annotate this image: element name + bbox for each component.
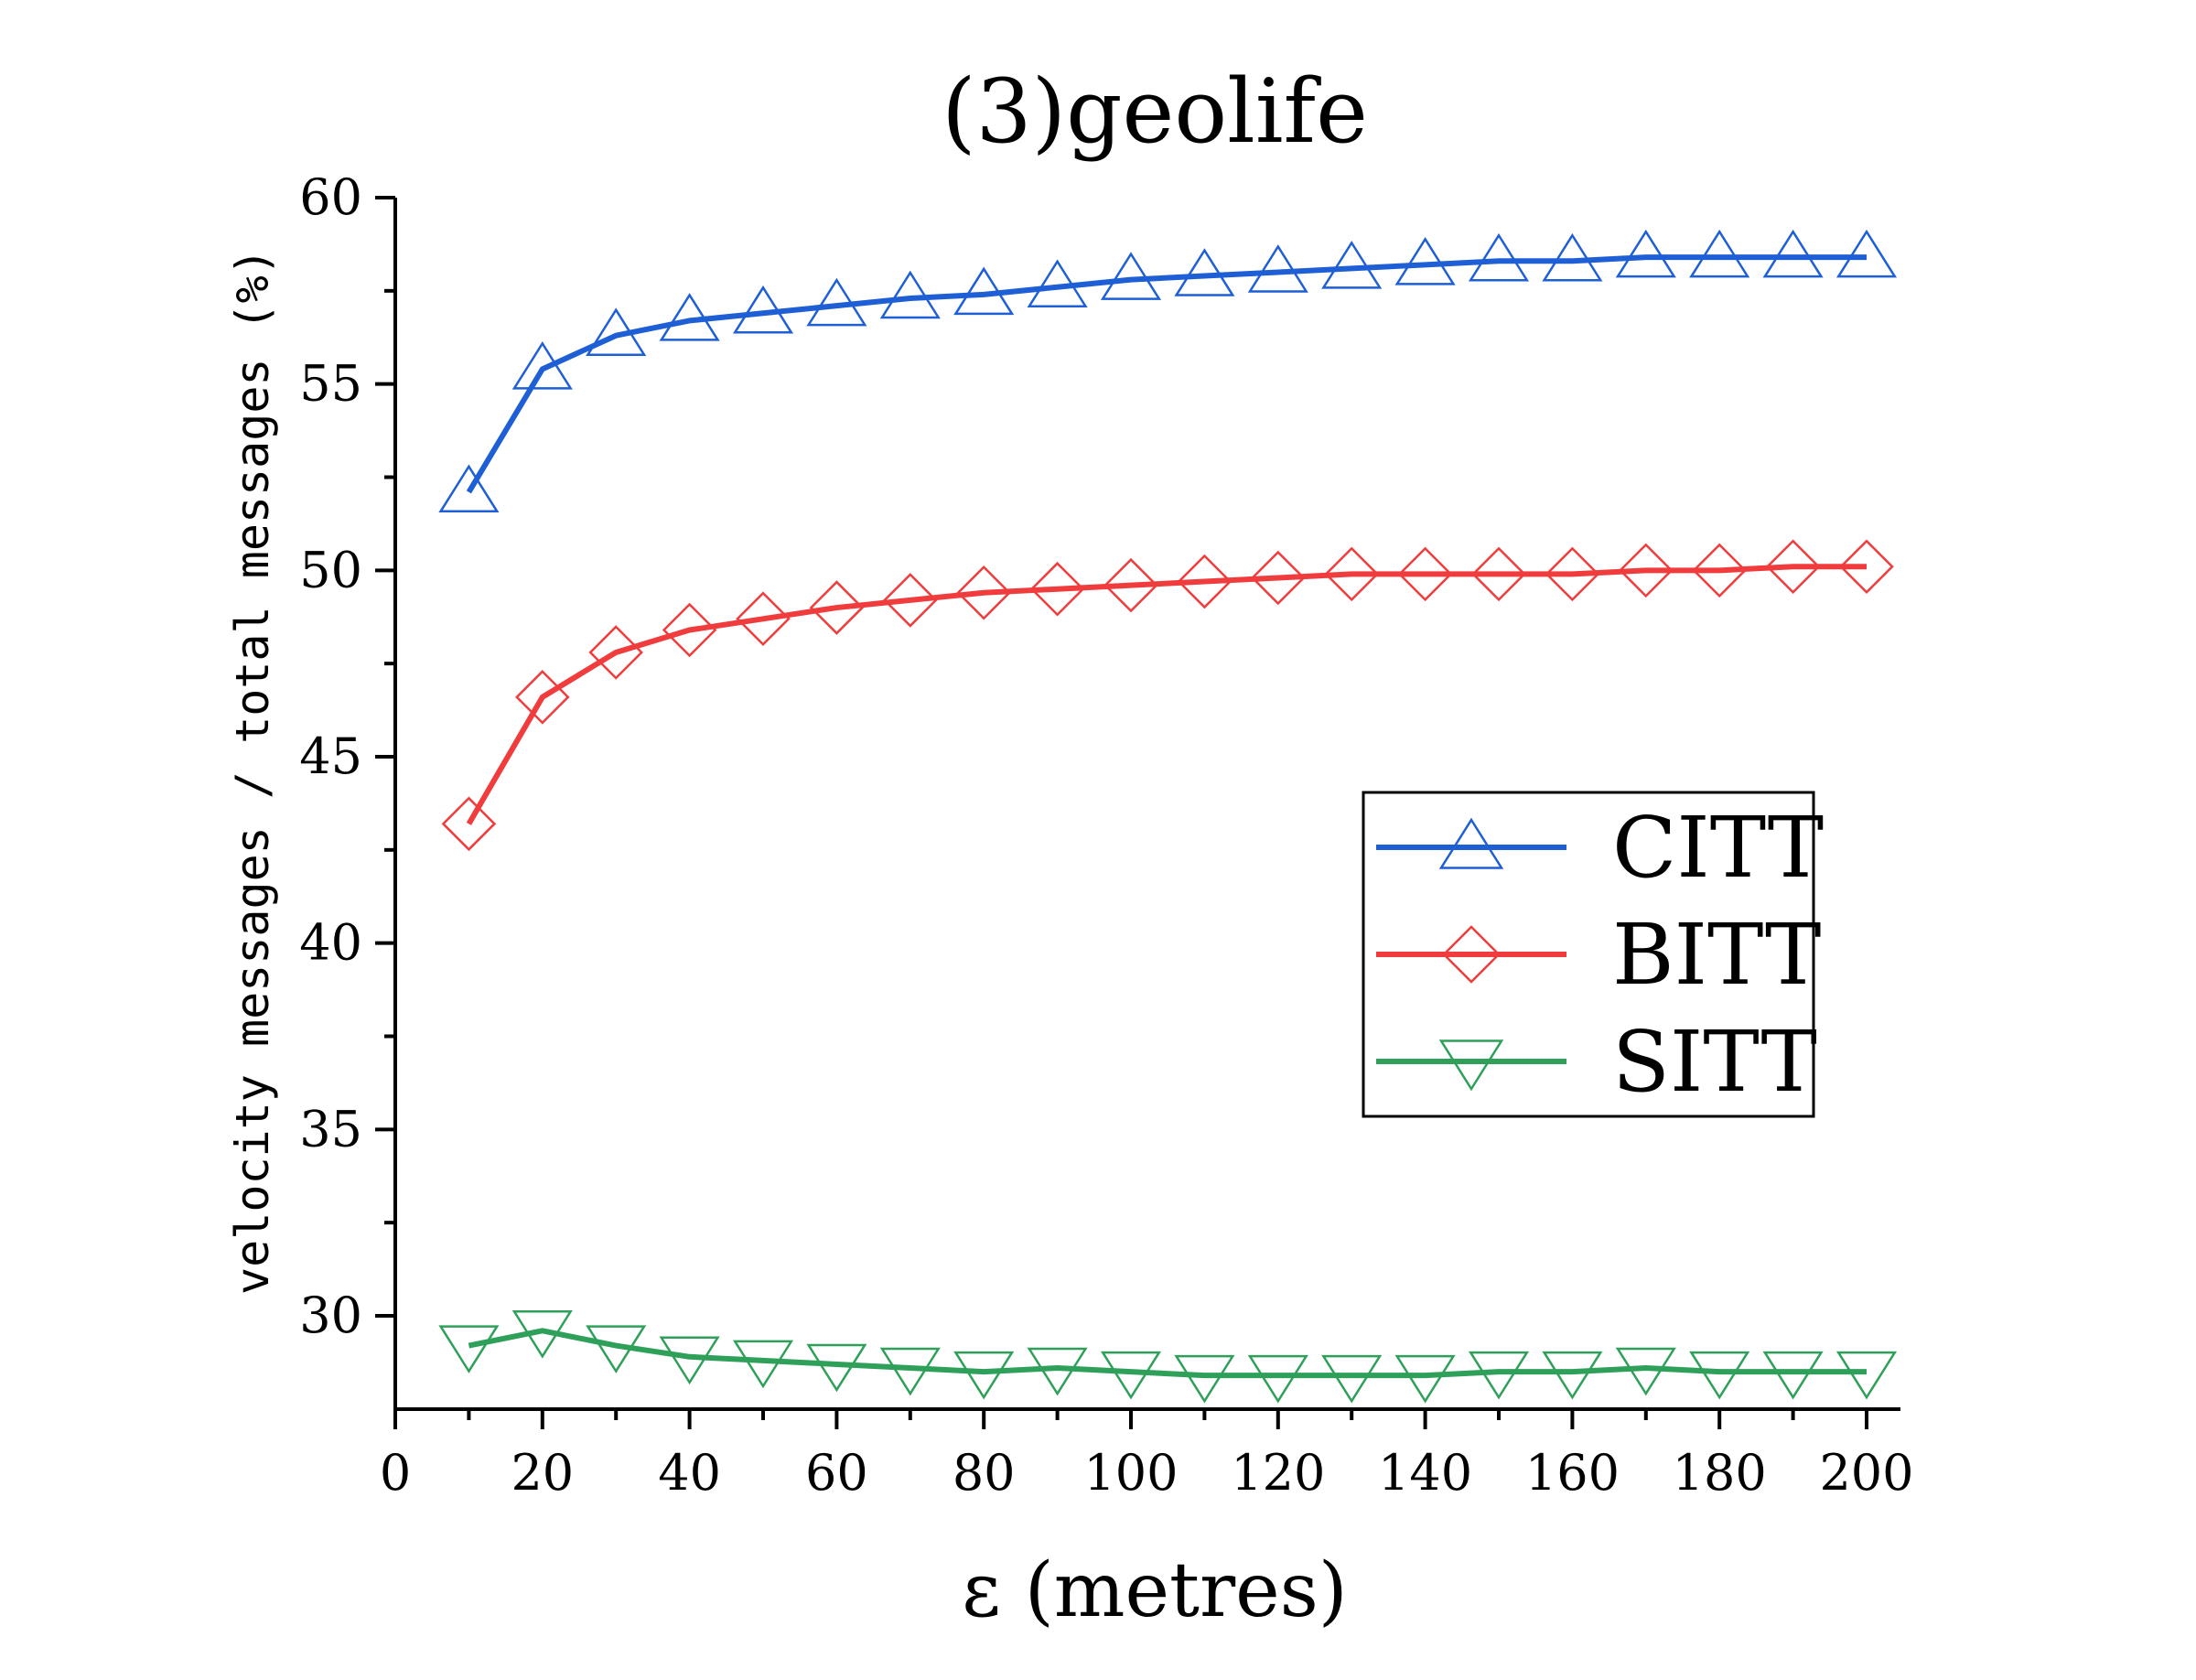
- data-point-sitt: [1394, 1354, 1456, 1404]
- data-point-citt: [1174, 248, 1235, 296]
- axes: 0 20 40 60 80 100 120 140 160 180 200 30 35 40 45 50 55 6…: [299, 168, 1913, 1502]
- data-point-sitt: [1835, 1351, 1898, 1400]
- x-tick-label: 0: [380, 1444, 411, 1502]
- plot-area: [438, 229, 1898, 1404]
- data-point-bitt: [1471, 546, 1526, 602]
- data-point-bitt: [1324, 546, 1379, 602]
- x-tick-label: 20: [511, 1444, 574, 1502]
- data-point-citt: [953, 266, 1015, 316]
- data-point-citt: [1321, 241, 1383, 289]
- data-point-citt: [732, 285, 794, 334]
- x-tick-label: 140: [1378, 1444, 1472, 1502]
- x-axis-label: ε (metres): [962, 1547, 1348, 1634]
- y-tick-label: 55: [299, 355, 362, 413]
- data-point-sitt: [806, 1343, 867, 1393]
- data-point-sitt: [879, 1347, 941, 1396]
- data-point-sitt: [953, 1351, 1015, 1400]
- x-tick-label: 40: [658, 1444, 721, 1502]
- data-point-bitt: [588, 625, 643, 680]
- data-point-bitt: [1103, 557, 1158, 613]
- x-tick-label: 80: [953, 1444, 1016, 1502]
- x-tick-label: 60: [805, 1444, 868, 1502]
- chart-title: (3)geolife: [942, 60, 1368, 163]
- data-point-sitt: [1468, 1351, 1530, 1400]
- data-point-sitt: [1542, 1351, 1603, 1400]
- data-point-bitt: [736, 591, 791, 647]
- legend-marker-citt: [1438, 817, 1504, 869]
- data-point-citt: [1615, 229, 1676, 278]
- data-point-sitt: [1247, 1354, 1308, 1404]
- data-point-citt: [1394, 236, 1456, 285]
- data-point-bitt: [883, 573, 938, 628]
- data-point-sitt: [1174, 1354, 1235, 1404]
- data-point-bitt: [1251, 550, 1306, 606]
- data-point-citt: [806, 277, 867, 327]
- data-point-bitt: [956, 565, 1011, 620]
- x-tick-label: 160: [1525, 1444, 1620, 1502]
- data-point-bitt: [1765, 539, 1821, 595]
- data-point-citt: [1247, 244, 1308, 293]
- legend-label-sitt: SITT: [1612, 1013, 1817, 1111]
- data-point-sitt: [586, 1325, 647, 1373]
- series-line-citt: [466, 254, 1867, 494]
- legend-label-citt: CITT: [1612, 799, 1824, 897]
- data-point-sitt: [1615, 1347, 1676, 1396]
- data-point-bitt: [1397, 546, 1453, 602]
- data-point-sitt: [1100, 1351, 1162, 1400]
- data-point-bitt: [1839, 539, 1894, 595]
- x-tick-label: 100: [1083, 1444, 1178, 1502]
- data-point-sitt: [732, 1340, 794, 1389]
- data-point-citt: [511, 341, 573, 390]
- legend-label-bitt: BITT: [1612, 906, 1821, 1004]
- data-point-sitt: [1027, 1347, 1088, 1396]
- data-point-citt: [1689, 229, 1750, 278]
- data-point-bitt: [515, 670, 570, 725]
- data-point-citt: [1835, 229, 1898, 278]
- data-point-bitt: [1029, 561, 1085, 617]
- data-point-sitt: [1321, 1354, 1383, 1404]
- y-axis-label: velocity messages / total messages (%): [226, 248, 279, 1295]
- data-point-citt: [586, 307, 647, 356]
- legend-marker-sitt: [1438, 1039, 1504, 1092]
- legend-marker-bitt: [1442, 925, 1501, 984]
- series-line-sitt: [468, 1328, 1867, 1379]
- data-point-sitt: [511, 1310, 573, 1359]
- data-point-citt: [879, 270, 941, 319]
- data-point-bitt: [1177, 554, 1233, 609]
- x-tick-label: 200: [1819, 1444, 1913, 1502]
- data-point-sitt: [438, 1325, 500, 1373]
- series-line-bitt: [466, 564, 1867, 825]
- data-point-citt: [659, 293, 720, 341]
- data-point-bitt: [1545, 546, 1600, 602]
- data-point-citt: [1468, 232, 1530, 282]
- data-point-bitt: [1619, 543, 1674, 598]
- x-tick-label: 120: [1231, 1444, 1325, 1502]
- y-tick-label: 40: [299, 914, 362, 972]
- data-point-sitt: [1689, 1351, 1750, 1400]
- y-tick-label: 30: [299, 1287, 362, 1344]
- data-point-bitt: [1692, 543, 1747, 598]
- data-point-sitt: [659, 1336, 720, 1385]
- y-tick-label: 35: [299, 1100, 362, 1158]
- y-tick-label: 60: [299, 168, 362, 226]
- data-point-citt: [1100, 252, 1162, 300]
- y-tick-label: 50: [299, 541, 362, 598]
- x-tick-label: 180: [1673, 1444, 1767, 1502]
- data-point-bitt: [809, 580, 865, 635]
- data-point-citt: [1762, 229, 1824, 278]
- data-point-sitt: [1762, 1351, 1824, 1400]
- data-point-citt: [1542, 232, 1603, 282]
- data-point-citt: [1027, 259, 1088, 308]
- data-point-bitt: [441, 796, 497, 852]
- y-tick-label: 45: [299, 727, 362, 785]
- data-point-bitt: [662, 602, 717, 658]
- data-point-citt: [438, 464, 500, 513]
